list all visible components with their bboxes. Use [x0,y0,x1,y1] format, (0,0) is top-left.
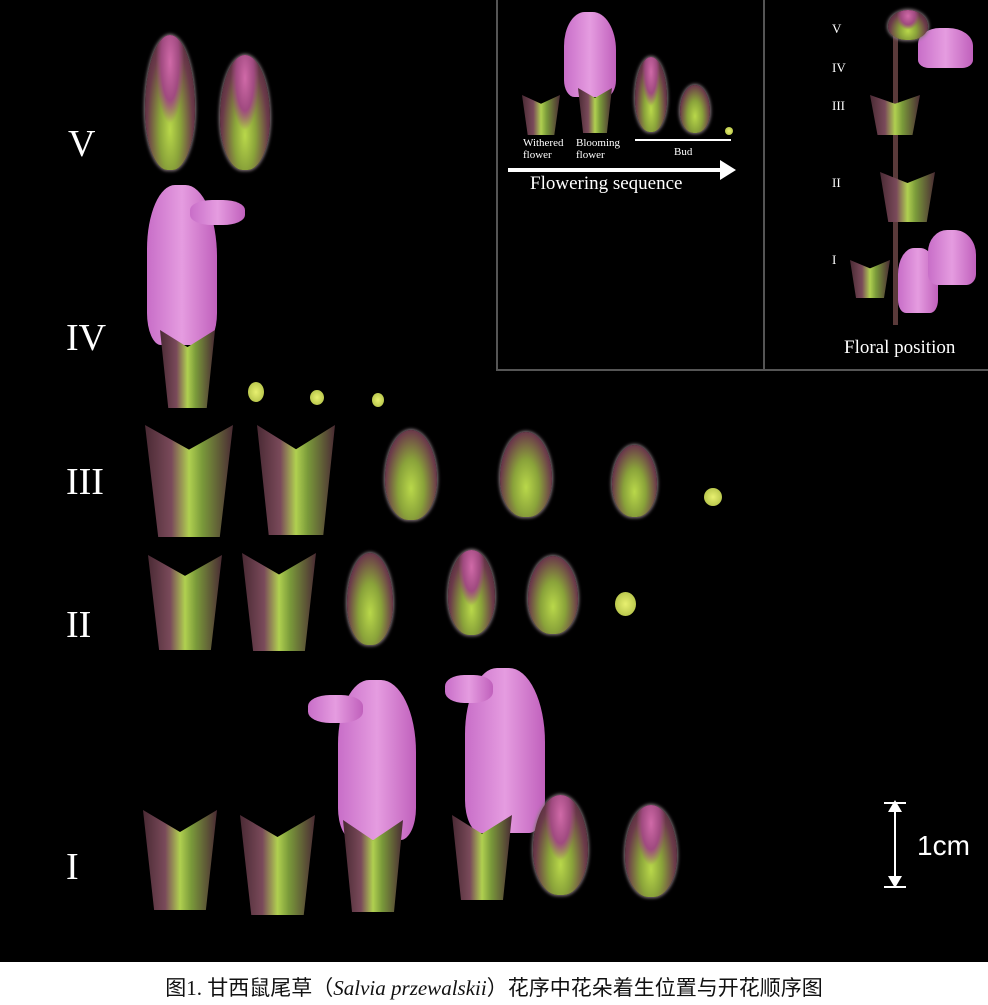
stem [893,20,898,325]
scale-bar [894,803,896,887]
arrow-down-icon [888,876,902,888]
flower-bud [347,553,393,645]
flower-calyx [850,260,890,298]
flower-lip [445,675,493,703]
figure-caption: 图1. 甘西鼠尾草（Salvia przewalskii）花序中花朵着生位置与开… [0,972,988,1002]
flower-bud [612,445,657,517]
row-label-ii: II [66,604,92,646]
withered-calyx [242,553,316,651]
flower-bud [625,805,677,897]
withered-calyx [240,815,315,915]
bud-bracket-line [635,139,731,141]
flower-bud [220,55,270,170]
flower-bud [145,35,195,170]
inset-divider [763,0,765,371]
flower-bud [500,432,552,517]
flower-bud [385,430,437,520]
position-label-v: V [832,21,842,36]
flower-bud [528,556,578,634]
withered-calyx [145,425,233,537]
row-label-iv: IV [66,317,107,359]
row-label-v: V [68,123,96,165]
flowering-sequence-label: Flowering sequence [530,173,683,194]
tiny-bud [704,488,722,506]
caption-prefix: 图1. 甘西鼠尾草（ [165,976,334,1000]
bud-label: Bud [674,146,693,158]
flower-bud [680,85,710,133]
flower-bud [448,550,495,635]
arrow-up-icon [888,800,902,812]
label-line: Withered [523,137,564,149]
position-label-iv: IV [832,60,846,75]
flower-lip [190,200,245,225]
withered-calyx [257,425,335,535]
withered-flower-label: Withered flower [523,137,563,161]
label-line: flower [523,149,552,162]
tiny-bud [725,127,733,135]
row-label-i: I [66,846,79,888]
floral-position-label: Floral position [844,337,956,358]
blooming-flower [928,230,976,285]
sequence-arrow-shaft [508,168,723,172]
blooming-flower [918,28,973,68]
tiny-bud [615,592,636,616]
flower-calyx [880,172,935,222]
tiny-bud [372,393,384,407]
flower-bud [635,57,667,132]
scale-bar-label: 1cm [917,830,970,861]
tiny-bud [248,382,264,402]
flower-bud [888,10,928,40]
withered-calyx [148,555,222,650]
withered-calyx [143,810,217,910]
withered-calyx [522,95,560,135]
caption-species: Salvia przewalskii [333,976,487,1000]
position-label-ii: II [832,175,841,190]
inset-panel: Withered flower Blooming flower Bud Flower… [496,0,988,371]
blooming-flower-label: Blooming flower [576,137,620,161]
label-line: Blooming [576,137,621,149]
flower-bud [533,795,588,895]
position-label-i: I [832,252,837,267]
tiny-bud [310,390,324,405]
position-label-iii: III [832,98,845,113]
label-line: flower [576,149,605,162]
caption-suffix: ）花序中花朵着生位置与开花顺序图 [486,976,823,1000]
arrow-right-icon [720,160,736,180]
flower-lip [308,695,363,723]
row-label-iii: III [66,461,104,503]
figure-panel: V IV III II I 1cm [0,0,988,962]
blooming-flower [564,12,616,97]
